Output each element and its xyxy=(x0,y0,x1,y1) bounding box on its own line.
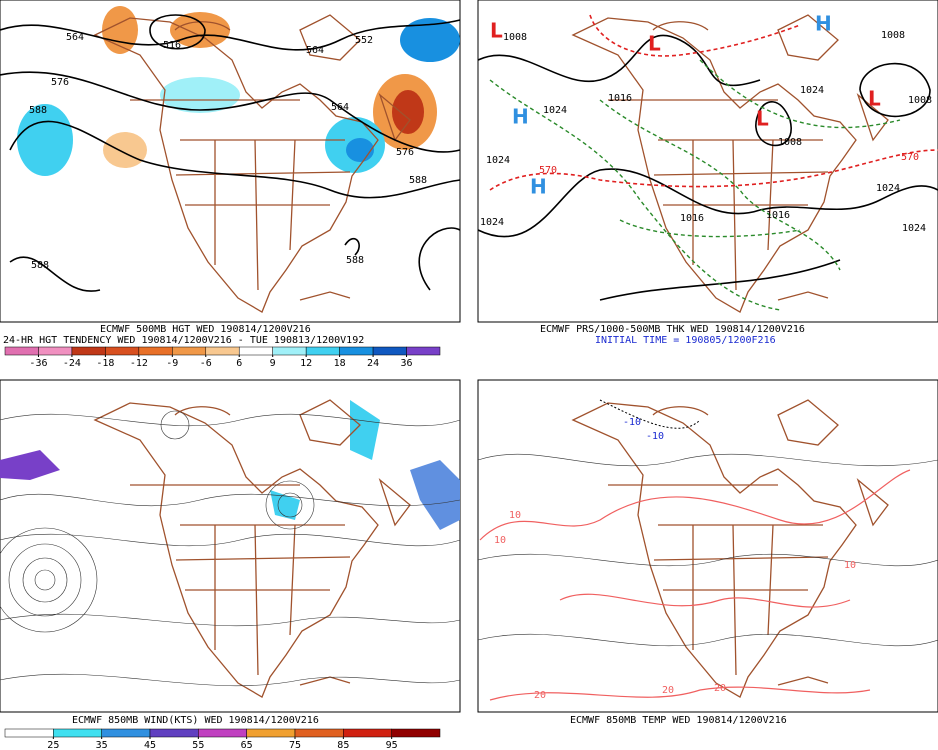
colorbar-segment xyxy=(4,346,39,356)
caption: ECMWF 850MB TEMP WED 190814/1200V216 xyxy=(570,715,787,726)
contour-label: -10 xyxy=(646,431,664,442)
contour-label: 1024 xyxy=(480,217,504,228)
caption: 24-HR HGT TENDENCY WED 190814/1200V216 -… xyxy=(3,335,364,346)
contour-label: 10 xyxy=(509,510,521,521)
high-marker: H xyxy=(512,105,529,129)
colorbar-label: 35 xyxy=(96,740,108,750)
colorbar-label: -18 xyxy=(96,358,114,369)
colorbar-segment xyxy=(71,346,106,356)
contour-label: 588 xyxy=(346,255,364,266)
colorbar-label: 25 xyxy=(47,740,59,750)
colorbar-label: 75 xyxy=(289,740,301,750)
contour-label: 576 xyxy=(51,77,69,88)
colorbar-segment xyxy=(406,346,441,356)
colorbar-label: 18 xyxy=(334,358,346,369)
colorbar-label: 6 xyxy=(236,358,242,369)
colorbar-label: 55 xyxy=(192,740,204,750)
contour-label: 564 xyxy=(331,102,349,113)
caption: ECMWF PRS/1000-500MB THK WED 190814/1200… xyxy=(540,324,805,335)
contour-label: 1008 xyxy=(908,95,932,106)
contour-label: 20 xyxy=(714,683,726,694)
contour-label: 10 xyxy=(494,535,506,546)
colorbar-segment xyxy=(101,728,151,738)
colorbar-segment xyxy=(172,346,207,356)
contour-label: 1024 xyxy=(902,223,926,234)
contour-label: 1024 xyxy=(800,85,824,96)
colorbar-segment xyxy=(246,728,296,738)
colorbar-label: 36 xyxy=(401,358,413,369)
low-marker: L xyxy=(868,87,881,111)
colorbar-segment xyxy=(238,346,273,356)
contour-label: 10 xyxy=(844,560,856,571)
contour-label: 1016 xyxy=(680,213,704,224)
contour-label: 570 xyxy=(539,165,557,176)
contour-label: 588 xyxy=(29,105,47,116)
contour-label: 1008 xyxy=(503,32,527,43)
panel-wind: ECMWF 850MB WIND(KTS) WED 190814/1200V21… xyxy=(0,379,461,726)
colorbar-label: 95 xyxy=(386,740,398,750)
colorbar-segment xyxy=(198,728,247,738)
colorbar-segment xyxy=(38,346,73,356)
colorbar-segment xyxy=(138,346,173,356)
colorbar-segment xyxy=(343,728,392,738)
colorbar-label: 85 xyxy=(337,740,349,750)
low-marker: L xyxy=(490,19,503,43)
contour-label: 20 xyxy=(534,690,546,701)
high-marker: H xyxy=(815,12,832,36)
colorbar-segment xyxy=(205,346,240,356)
caption: ECMWF 500MB HGT WED 190814/1200V216 xyxy=(100,324,311,335)
colorbar-segment xyxy=(105,346,140,356)
colorbar-label: 12 xyxy=(300,358,312,369)
contour-label: 1016 xyxy=(608,93,632,104)
panel-temp: -10 -10 10 10 20 20 20 10 ECMWF 850MB TE… xyxy=(477,379,938,726)
contour-label: -10 xyxy=(623,417,641,428)
contour-label: 20 xyxy=(662,685,674,696)
colorbar-segment xyxy=(305,346,340,356)
colorbar-segment xyxy=(339,346,374,356)
colorbar-label: 65 xyxy=(241,740,253,750)
contour-label: 1024 xyxy=(486,155,510,166)
panel-thickness: 1008 1024 1016 1024 1008 1008 1008 1016 … xyxy=(477,0,938,346)
low-marker: L xyxy=(756,107,769,131)
high-marker: H xyxy=(530,175,547,199)
colorbar-segment xyxy=(294,728,344,738)
contour-label: 570 xyxy=(901,152,919,163)
colorbar-label: -9 xyxy=(166,358,178,369)
contour-label: 1024 xyxy=(543,105,567,116)
colorbar-segment xyxy=(53,728,102,738)
colorbar-label: 24 xyxy=(367,358,379,369)
contour-label: 516 xyxy=(163,40,181,51)
caption: ECMWF 850MB WIND(KTS) WED 190814/1200V21… xyxy=(72,715,319,726)
contour-label: 1008 xyxy=(778,137,802,148)
contour-label: 576 xyxy=(396,147,414,158)
contour-label: 564 xyxy=(66,32,84,43)
colorbar-label: -12 xyxy=(130,358,148,369)
colorbar-label: -6 xyxy=(200,358,212,369)
panel-500mb: 564 516 552 564 576 588 564 576 588 588 … xyxy=(0,0,461,346)
contour-label: 552 xyxy=(355,35,373,46)
contour-label: 588 xyxy=(409,175,427,186)
colorbar-label: -24 xyxy=(63,358,81,369)
colorbar-label: -36 xyxy=(29,358,47,369)
caption: INITIAL TIME = 190805/1200F216 xyxy=(595,335,776,346)
contour-label: 1016 xyxy=(766,210,790,221)
contour-label: 588 xyxy=(31,260,49,271)
colorbar-segment xyxy=(391,728,441,738)
contour-label: 564 xyxy=(306,45,324,56)
colorbar-segment xyxy=(4,728,54,738)
colorbar-label: 9 xyxy=(270,358,276,369)
colorbar-segment xyxy=(272,346,307,356)
colorbar-segment xyxy=(372,346,407,356)
contour-label: 1024 xyxy=(876,183,900,194)
colorbar-segment xyxy=(149,728,199,738)
colorbar-label: 45 xyxy=(144,740,156,750)
low-marker: L xyxy=(648,32,661,56)
contour-label: 1008 xyxy=(881,30,905,41)
